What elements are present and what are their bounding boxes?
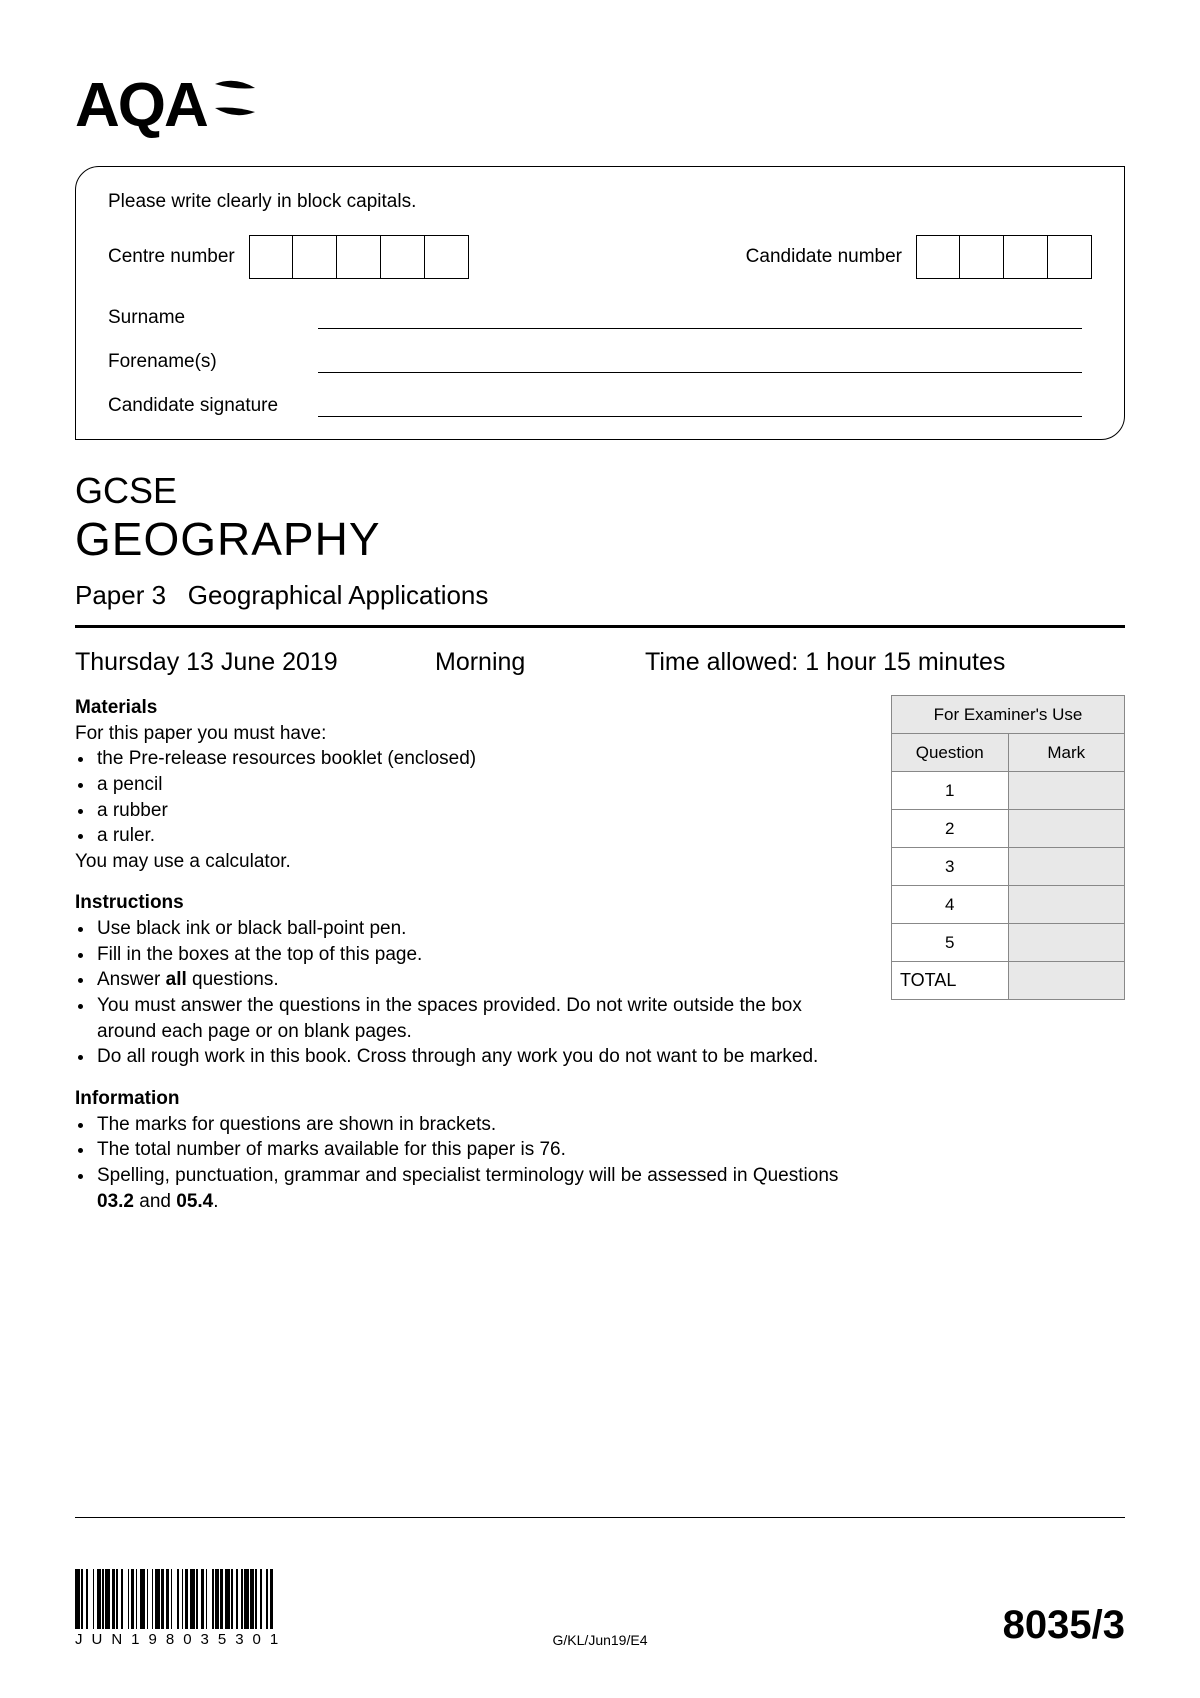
footer-row: JUN198035301 G/KL/Jun19/E4 8035/3: [75, 1569, 1125, 1648]
mark-cell[interactable]: [1008, 810, 1125, 848]
paper-name: Geographical Applications: [188, 580, 489, 610]
session-row: Thursday 13 June 2019 Morning Time allow…: [75, 648, 1125, 677]
total-label: TOTAL: [892, 962, 1009, 1000]
materials-heading: Materials: [75, 695, 863, 721]
exam-date: Thursday 13 June 2019: [75, 648, 435, 677]
paper-code: 8035/3: [1003, 1603, 1125, 1648]
forenames-field[interactable]: [318, 372, 1082, 373]
signature-label: Candidate signature: [108, 395, 318, 417]
list-item: a rubber: [95, 798, 863, 824]
instructions-heading: Instructions: [75, 890, 863, 916]
col-question: Question: [892, 734, 1009, 772]
list-item: Do all rough work in this book. Cross th…: [95, 1044, 863, 1070]
exam-session: Morning: [435, 648, 645, 677]
examiner-column: For Examiner's Use Question Mark 1 2 3 4…: [891, 695, 1125, 1214]
barcode-icon: [75, 1569, 375, 1629]
forenames-row: Forename(s): [108, 351, 1092, 373]
mark-cell[interactable]: [1008, 772, 1125, 810]
list-item: Fill in the boxes at the top of this pag…: [95, 942, 863, 968]
information-heading: Information: [75, 1086, 863, 1112]
examiner-table-title: For Examiner's Use: [892, 696, 1125, 734]
q-cell: 2: [892, 810, 1009, 848]
surname-field[interactable]: [318, 328, 1082, 329]
time-allowed: Time allowed: 1 hour 15 minutes: [645, 648, 1125, 677]
q-cell: 1: [892, 772, 1009, 810]
aqa-logo: AQA: [75, 70, 1125, 141]
list-item: You must answer the questions in the spa…: [95, 993, 863, 1044]
mark-cell[interactable]: [1008, 848, 1125, 886]
surname-label: Surname: [108, 307, 318, 329]
mark-cell[interactable]: [1008, 886, 1125, 924]
paper-prefix: Paper 3: [75, 580, 166, 610]
signature-row: Candidate signature: [108, 395, 1092, 417]
number-row: Centre number Candidate number: [108, 235, 1092, 279]
list-item: The marks for questions are shown in bra…: [95, 1112, 863, 1138]
list-item: a pencil: [95, 772, 863, 798]
list-item: The total number of marks available for …: [95, 1137, 863, 1163]
surname-row: Surname: [108, 307, 1092, 329]
signature-field[interactable]: [318, 416, 1082, 417]
footer-reference: G/KL/Jun19/E4: [553, 1632, 648, 1648]
list-item: the Pre-release resources booklet (enclo…: [95, 746, 863, 772]
materials-list: the Pre-release resources booklet (enclo…: [75, 746, 863, 849]
qualification: GCSE: [75, 470, 1125, 512]
candidate-number-label: Candidate number: [746, 246, 902, 268]
list-item: Answer all questions.: [95, 967, 863, 993]
divider-rule: [75, 625, 1125, 628]
calculator-note: You may use a calculator.: [75, 849, 863, 875]
candidate-details-box: Please write clearly in block capitals. …: [75, 166, 1125, 440]
table-row: 1: [892, 772, 1125, 810]
footer-rule: [75, 1517, 1125, 1518]
materials-intro: For this paper you must have:: [75, 721, 863, 747]
table-row: 4: [892, 886, 1125, 924]
forenames-label: Forename(s): [108, 351, 318, 373]
q-cell: 5: [892, 924, 1009, 962]
instructions-list: Use black ink or black ball-point pen. F…: [75, 916, 863, 1070]
q-cell: 4: [892, 886, 1009, 924]
list-item: Spelling, punctuation, grammar and speci…: [95, 1163, 863, 1214]
table-row: 2: [892, 810, 1125, 848]
logo-text: AQA: [75, 70, 207, 141]
table-row: 3: [892, 848, 1125, 886]
table-row: 5: [892, 924, 1125, 962]
col-mark: Mark: [1008, 734, 1125, 772]
barcode-text: JUN198035301: [75, 1631, 375, 1648]
total-mark-cell[interactable]: [1008, 962, 1125, 1000]
q-cell: 3: [892, 848, 1009, 886]
examiner-use-table: For Examiner's Use Question Mark 1 2 3 4…: [891, 695, 1125, 1000]
centre-number-boxes[interactable]: [249, 235, 469, 279]
title-block: GCSE GEOGRAPHY Paper 3 Geographical Appl…: [75, 470, 1125, 611]
barcode-block: JUN198035301: [75, 1569, 375, 1648]
list-item: Use black ink or black ball-point pen.: [95, 916, 863, 942]
main-column: Materials For this paper you must have: …: [75, 695, 863, 1214]
table-row-total: TOTAL: [892, 962, 1125, 1000]
candidate-number-boxes[interactable]: [916, 235, 1092, 279]
logo-swoosh-icon: [213, 76, 257, 125]
content-columns: Materials For this paper you must have: …: [75, 695, 1125, 1214]
subject: GEOGRAPHY: [75, 512, 1125, 566]
list-item: a ruler.: [95, 823, 863, 849]
centre-number-label: Centre number: [108, 246, 235, 268]
paper-line: Paper 3 Geographical Applications: [75, 580, 1125, 611]
write-clearly-instruction: Please write clearly in block capitals.: [108, 191, 1092, 213]
information-list: The marks for questions are shown in bra…: [75, 1112, 863, 1215]
mark-cell[interactable]: [1008, 924, 1125, 962]
